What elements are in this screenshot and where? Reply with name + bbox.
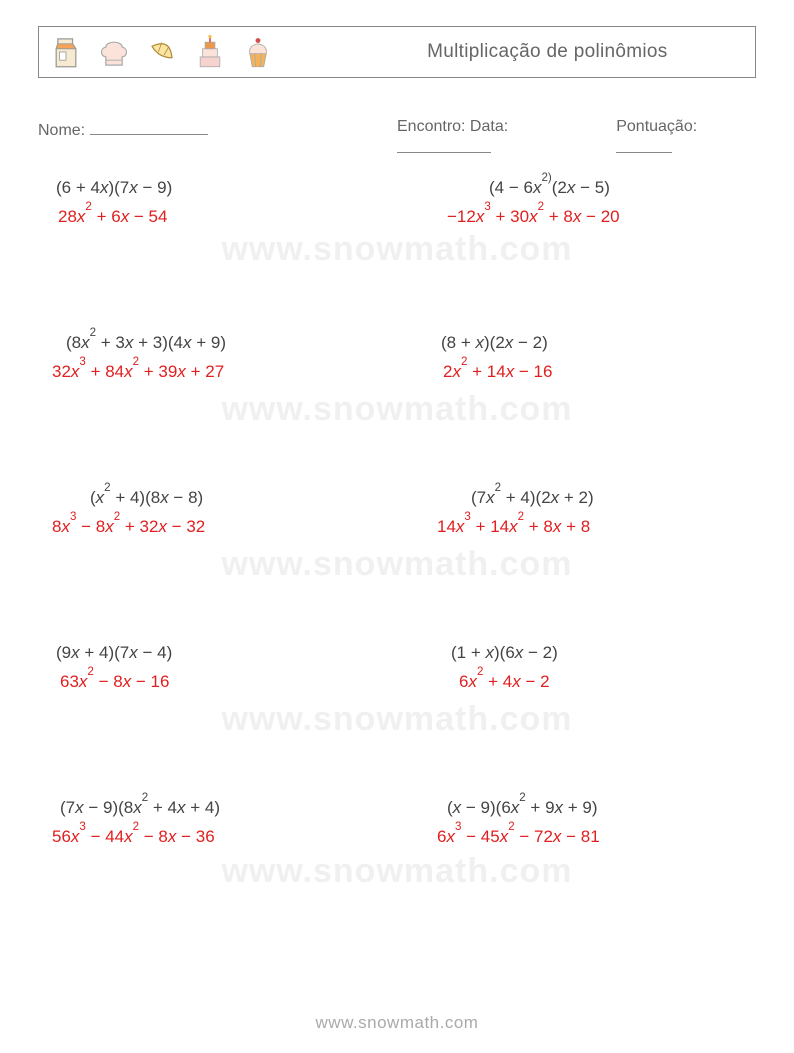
problem-cell: (x − 9)(6x2 + 9x + 9) 6x3 − 45x2 − 72x −… [397, 788, 756, 943]
problem-question: (x2 + 4)(8x − 8) [52, 484, 397, 511]
problem-question: (6 + 4x)(7x − 9) [52, 174, 397, 201]
problem-row: (9x + 4)(7x − 4) 63x2 − 8x − 16 (1 + x)(… [38, 633, 756, 788]
problem-answer: 2x2 + 14x − 16 [437, 358, 756, 385]
meta-name: Nome: [38, 118, 397, 158]
problem-answer: 32x3 + 84x2 + 39x + 27 [52, 358, 397, 385]
problem-cell: (8x2 + 3x + 3)(4x + 9) 32x3 + 84x2 + 39x… [38, 323, 397, 478]
encounter-label: Encontro: Data: [397, 118, 508, 135]
meta-row: Nome: Encontro: Data: Pontuação: [38, 118, 756, 158]
problem-answer: 6x3 − 45x2 − 72x − 81 [437, 823, 756, 850]
problem-answer: −12x3 + 30x2 + 8x − 20 [437, 203, 756, 230]
name-label: Nome: [38, 122, 85, 139]
page-title: Multiplicação de polinômios [340, 41, 755, 63]
birthday-cake-icon [193, 34, 227, 70]
problem-answer: 28x2 + 6x − 54 [52, 203, 397, 230]
problem-question: (1 + x)(6x − 2) [437, 639, 756, 666]
problem-cell: (1 + x)(6x − 2) 6x2 + 4x − 2 [397, 633, 756, 788]
problem-cell: (6 + 4x)(7x − 9) 28x2 + 6x − 54 [38, 168, 397, 323]
problem-cell: (7x2 + 4)(2x + 2) 14x3 + 14x2 + 8x + 8 [397, 478, 756, 633]
problem-question: (8x2 + 3x + 3)(4x + 9) [52, 329, 397, 356]
chef-hat-icon [97, 34, 131, 70]
problem-row: (7x − 9)(8x2 + 4x + 4) 56x3 − 44x2 − 8x … [38, 788, 756, 943]
problem-answer: 6x2 + 4x − 2 [437, 668, 756, 695]
problem-row: (x2 + 4)(8x − 8) 8x3 − 8x2 + 32x − 32 (7… [38, 478, 756, 633]
problems-grid: (6 + 4x)(7x − 9) 28x2 + 6x − 54 (4 − 6x2… [38, 168, 756, 943]
problem-cell: (9x + 4)(7x − 4) 63x2 − 8x − 16 [38, 633, 397, 788]
problem-answer: 14x3 + 14x2 + 8x + 8 [437, 513, 756, 540]
name-blank[interactable] [90, 118, 208, 135]
problem-question: (9x + 4)(7x − 4) [52, 639, 397, 666]
meta-right: Encontro: Data: Pontuação: [397, 118, 756, 158]
cupcake-icon [241, 34, 275, 70]
problem-question: (7x − 9)(8x2 + 4x + 4) [52, 794, 397, 821]
problem-cell: (x2 + 4)(8x − 8) 8x3 − 8x2 + 32x − 32 [38, 478, 397, 633]
problem-row: (6 + 4x)(7x − 9) 28x2 + 6x − 54 (4 − 6x2… [38, 168, 756, 323]
problem-cell: (8 + x)(2x − 2) 2x2 + 14x − 16 [397, 323, 756, 478]
date-blank[interactable] [397, 136, 491, 153]
problem-question: (8 + x)(2x − 2) [437, 329, 756, 356]
problem-question: (7x2 + 4)(2x + 2) [437, 484, 756, 511]
milk-carton-icon [49, 34, 83, 70]
problem-question: (4 − 6x2)(2x − 5) [437, 174, 756, 201]
header-icons [39, 34, 275, 70]
footer-watermark: www.snowmath.com [0, 1013, 794, 1033]
problem-cell: (4 − 6x2)(2x − 5) −12x3 + 30x2 + 8x − 20 [397, 168, 756, 323]
score-blank[interactable] [616, 136, 672, 153]
problem-answer: 56x3 − 44x2 − 8x − 36 [52, 823, 397, 850]
problem-row: (8x2 + 3x + 3)(4x + 9) 32x3 + 84x2 + 39x… [38, 323, 756, 478]
problem-cell: (7x − 9)(8x2 + 4x + 4) 56x3 − 44x2 − 8x … [38, 788, 397, 943]
header-box: Multiplicação de polinômios [38, 26, 756, 78]
problem-question: (x − 9)(6x2 + 9x + 9) [437, 794, 756, 821]
croissant-icon [145, 34, 179, 70]
problem-answer: 63x2 − 8x − 16 [52, 668, 397, 695]
problem-answer: 8x3 − 8x2 + 32x − 32 [52, 513, 397, 540]
score-label: Pontuação: [616, 118, 697, 135]
